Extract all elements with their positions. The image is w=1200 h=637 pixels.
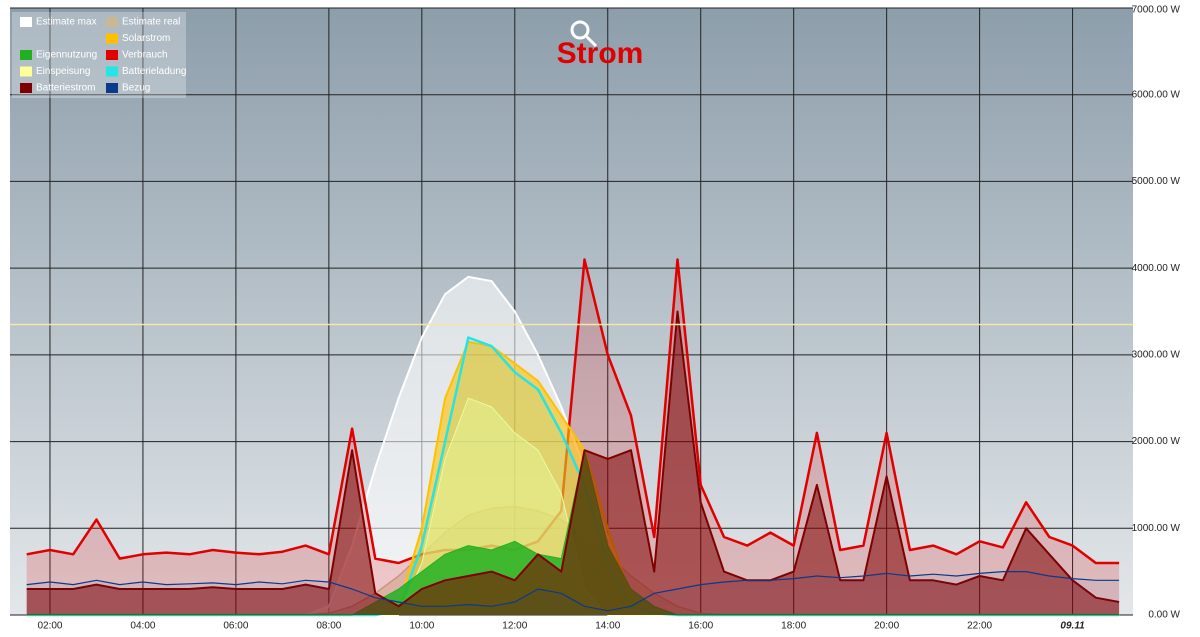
y-tick-label: 7000.00 W <box>1132 5 1181 16</box>
y-tick-label: 3000.00 W <box>1132 349 1181 360</box>
legend-swatch <box>106 66 118 77</box>
legend-swatch <box>106 83 118 93</box>
area <box>26 311 1120 615</box>
y-tick-label: 5000.00 W <box>1132 176 1181 187</box>
search-icon-handle <box>584 34 598 48</box>
chart-title: Strom <box>557 37 644 70</box>
legend-swatch <box>20 50 32 60</box>
x-tick-label: 10:00 <box>409 621 434 632</box>
legend-swatch <box>106 33 118 44</box>
y-tick-label: 1000.00 W <box>1132 523 1181 534</box>
line <box>26 258 1120 565</box>
legend-label: Eigennutzung <box>36 50 97 61</box>
legend-label: Estimate real <box>122 17 180 28</box>
legend-label: Solarstrom <box>122 33 170 44</box>
legend-swatch <box>20 66 32 77</box>
marks <box>10 258 1133 617</box>
area <box>26 337 1120 615</box>
x-tick-label: 02:00 <box>37 621 62 632</box>
y-tick-label: 4000.00 W <box>1132 263 1181 274</box>
legend: Estimate max Estimate real Solarstrom Eigen… <box>12 12 187 98</box>
legend-label: Bezug <box>122 83 150 94</box>
y-tick-label: 0.00 W <box>1148 610 1180 621</box>
line <box>26 571 1120 612</box>
legend-swatch <box>20 17 32 27</box>
legend-label: Verbrauch <box>122 50 168 61</box>
legend-label: Batterieladung <box>122 66 187 77</box>
y-tick-label: 2000.00 W <box>1132 436 1181 447</box>
edit-icon[interactable] <box>1165 16 1181 32</box>
x-tick-label: 08:00 <box>316 621 341 632</box>
line <box>26 310 1120 608</box>
area <box>26 341 1120 615</box>
search-icon-circle <box>570 20 590 40</box>
legend-background <box>12 12 186 98</box>
search-icon[interactable] <box>570 20 598 48</box>
legend-swatch <box>106 17 118 27</box>
grid <box>10 7 1133 616</box>
x-tick-label: 16:00 <box>688 621 713 632</box>
area <box>26 571 1120 615</box>
y-tick-label: 6000.00 W <box>1132 89 1181 100</box>
legend-label: Estimate max <box>36 17 97 28</box>
x-tick-label: 09.11 <box>1060 621 1085 632</box>
x-tick-label: 22:00 <box>967 621 992 632</box>
legend-swatch <box>20 83 32 93</box>
legend-label: Einspeisung <box>36 66 90 77</box>
x-tick-label: 06:00 <box>223 621 248 632</box>
x-tick-label: 12:00 <box>502 621 527 632</box>
x-tick-label: 04:00 <box>130 621 155 632</box>
x-tick-label: 18:00 <box>781 621 806 632</box>
x-tick-label: 20:00 <box>874 621 899 632</box>
x-tick-label: 14:00 <box>595 621 620 632</box>
legend-swatch <box>106 50 118 60</box>
legend-label: Batteriestrom <box>36 83 95 94</box>
